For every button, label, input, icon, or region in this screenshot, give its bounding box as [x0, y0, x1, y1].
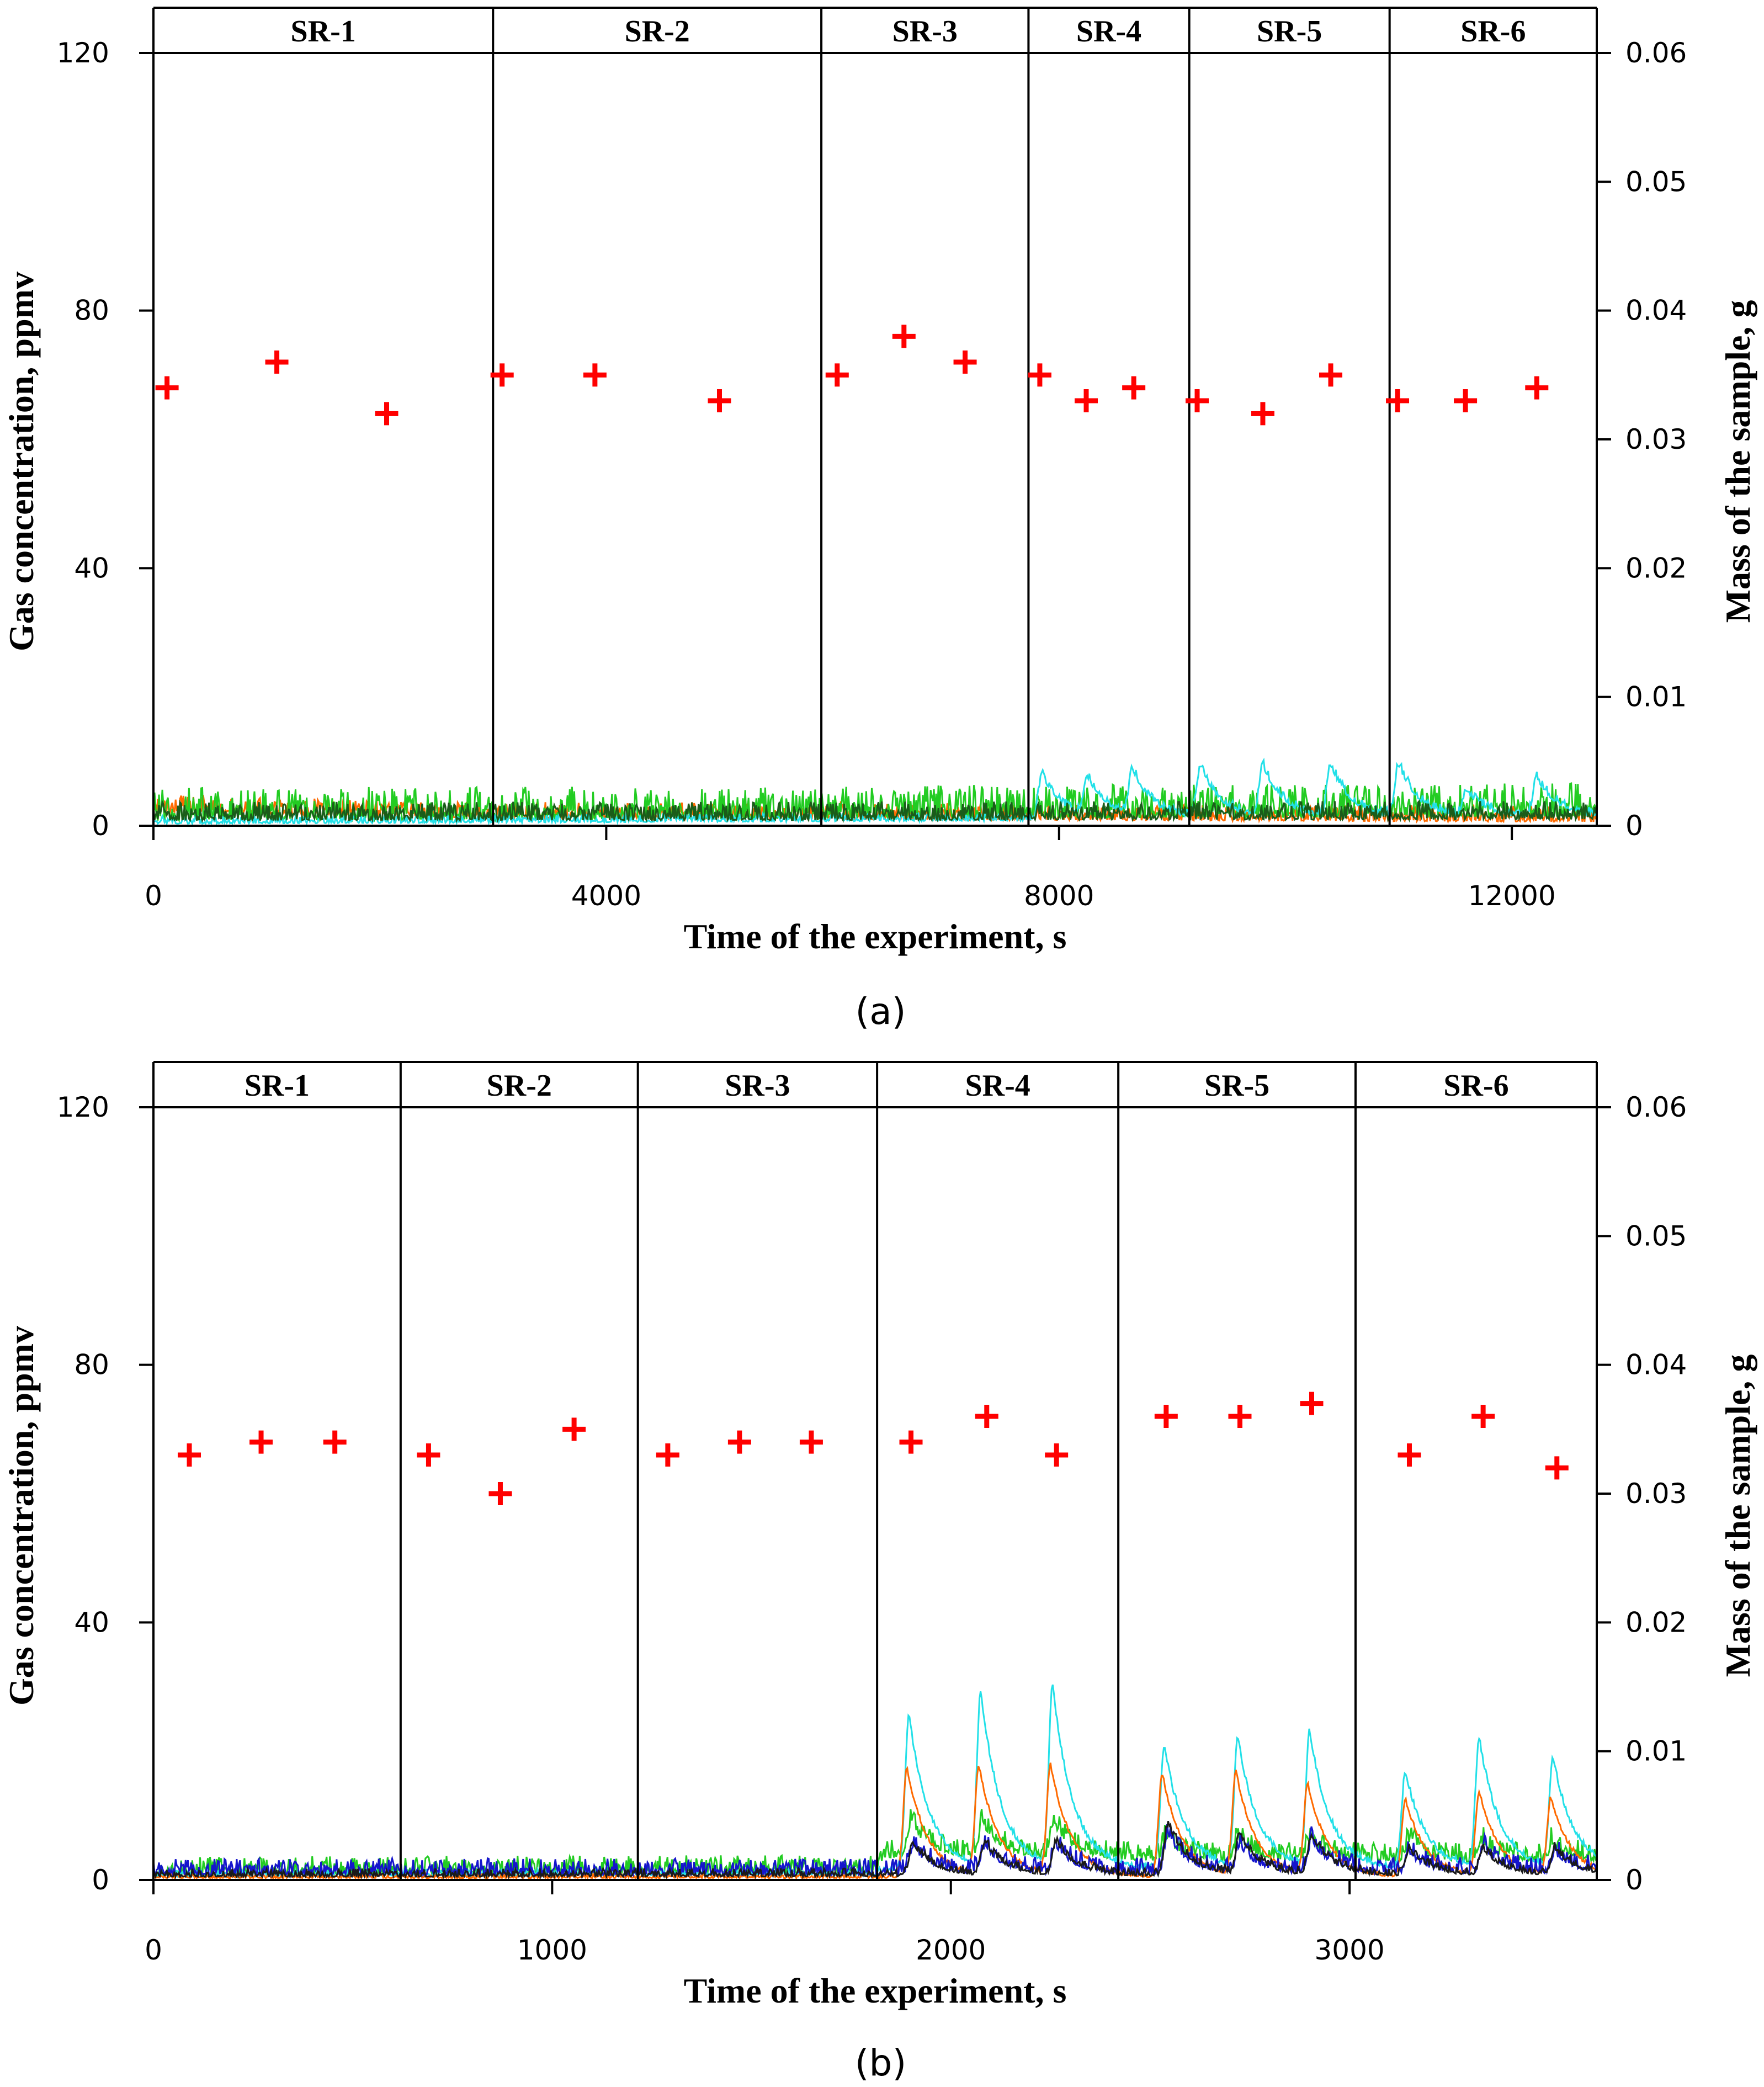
y-left-tick-label: 80 [74, 295, 109, 327]
band-label-sr-3: SR-3 [725, 1069, 790, 1103]
y-right-tick-label: 0.03 [1625, 423, 1687, 455]
mass-point-marker [583, 363, 607, 387]
y-right-tick-label: 0.02 [1625, 552, 1687, 584]
gas-series-group [153, 757, 1597, 826]
x-tick-label: 12000 [1468, 880, 1556, 912]
mass-point-marker [265, 351, 289, 374]
mass-point-marker [178, 1443, 201, 1467]
mass-point-marker [1186, 389, 1209, 412]
mass-point-marker [656, 1443, 679, 1467]
y-left-axis-title: Gas concentration, ppmv [2, 1326, 41, 1706]
y-left-tick-label: 80 [74, 1349, 109, 1381]
x-tick-label: 3000 [1315, 1934, 1385, 1966]
mass-point-marker [1471, 1405, 1495, 1428]
mass-point-marker [323, 1430, 347, 1454]
mass-point-marker [562, 1417, 586, 1441]
x-axis-title: Time of the experiment, s [684, 1971, 1067, 2010]
y-left-tick-label: 40 [74, 1606, 109, 1638]
mass-point-marker [1045, 1443, 1069, 1467]
mass-marker-group [178, 1392, 1569, 1505]
y-left-tick-label: 0 [92, 810, 109, 842]
y-right-tick-label: 0.06 [1625, 1091, 1687, 1123]
panel-a: SR-1 SR-2 SR-3 SR-4 SR-5 SR-6 0 40 80 120 0 0.01 0.0… [2, 7, 1757, 1033]
y-left-tick-label: 0 [92, 1864, 109, 1896]
y-left-tick-label: 120 [57, 1091, 109, 1123]
band-label-sr-1: SR-1 [245, 1069, 310, 1103]
mass-point-marker [1386, 389, 1410, 412]
mass-point-marker [708, 389, 731, 412]
panel-tag: (a) [856, 990, 906, 1033]
x-tick-label: 0 [145, 1934, 162, 1966]
mass-point-marker [1319, 363, 1343, 387]
y-right-tick-label: 0.01 [1625, 681, 1687, 713]
mass-point-marker [799, 1430, 823, 1454]
mass-point-marker [1525, 376, 1549, 400]
mass-point-marker [1545, 1456, 1569, 1480]
panel-b: SR-1 SR-2 SR-3 SR-4 SR-5 SR-6 0 40 80 120 0 0.01 0.0… [2, 1061, 1757, 2084]
band-label-sr-2: SR-2 [487, 1069, 552, 1103]
y-right-tick-label: 0.06 [1625, 37, 1687, 69]
mass-point-marker [892, 325, 916, 348]
gas-series-darkgreen [153, 799, 1597, 824]
mass-point-marker [1228, 1405, 1252, 1428]
mass-point-marker [417, 1443, 440, 1467]
mass-point-marker [488, 1482, 512, 1505]
band-label-sr-5: SR-5 [1204, 1069, 1269, 1103]
y-left-tick-label: 120 [57, 37, 109, 69]
mass-point-marker [825, 363, 849, 387]
mass-point-marker [155, 376, 179, 400]
band-label-sr-4: SR-4 [965, 1069, 1030, 1103]
mass-point-marker [375, 402, 399, 426]
y-right-tick-label: 0.05 [1625, 1220, 1687, 1252]
x-tick-label: 0 [145, 880, 162, 912]
panel-tag: (b) [855, 2042, 906, 2084]
mass-point-marker [490, 363, 514, 387]
x-tick-label: 1000 [517, 1934, 587, 1966]
band-label-sr-6: SR-6 [1443, 1069, 1508, 1103]
x-tick-label: 2000 [916, 1934, 986, 1966]
mass-point-marker [1300, 1392, 1324, 1415]
y-right-tick-label: 0.03 [1625, 1478, 1687, 1510]
mass-point-marker [1075, 389, 1098, 412]
mass-point-marker [975, 1405, 998, 1428]
x-tick-label: 4000 [571, 880, 641, 912]
band-label-sr-6: SR-6 [1460, 14, 1526, 49]
mass-point-marker [1251, 402, 1274, 426]
gas-series-group [153, 1684, 1597, 1880]
y-right-tick-label: 0.04 [1625, 295, 1687, 327]
y-left-axis-title: Gas concentration, ppmv [2, 272, 41, 651]
band-label-sr-5: SR-5 [1257, 14, 1322, 49]
band-label-sr-4: SR-4 [1076, 14, 1141, 49]
y-right-tick-label: 0 [1625, 1864, 1643, 1896]
mass-marker-group [155, 325, 1549, 426]
y-right-axis-title: Mass of the sample, g [1718, 300, 1757, 623]
band-label-sr-1: SR-1 [291, 14, 356, 49]
mass-point-marker [899, 1430, 923, 1454]
y-right-axis-title: Mass of the sample, g [1718, 1355, 1757, 1677]
y-left-tick-label: 40 [74, 552, 109, 584]
y-right-tick-label: 0 [1625, 810, 1643, 842]
mass-point-marker [249, 1430, 273, 1454]
gas-series-cyan [153, 1684, 1597, 1879]
x-tick-label: 8000 [1024, 880, 1094, 912]
mass-point-marker [1398, 1443, 1421, 1467]
y-right-tick-label: 0.04 [1625, 1349, 1687, 1381]
mass-point-marker [1154, 1405, 1178, 1428]
mass-point-marker [1122, 376, 1146, 400]
y-right-tick-label: 0.01 [1625, 1735, 1687, 1767]
y-right-tick-label: 0.02 [1625, 1606, 1687, 1638]
mass-point-marker [953, 351, 977, 374]
band-label-sr-2: SR-2 [625, 14, 690, 49]
y-right-tick-label: 0.05 [1625, 166, 1687, 198]
mass-point-marker [727, 1430, 751, 1454]
band-label-sr-3: SR-3 [892, 14, 958, 49]
mass-point-marker [1454, 389, 1478, 412]
mass-point-marker [1028, 363, 1051, 387]
x-axis-title: Time of the experiment, s [684, 917, 1067, 956]
